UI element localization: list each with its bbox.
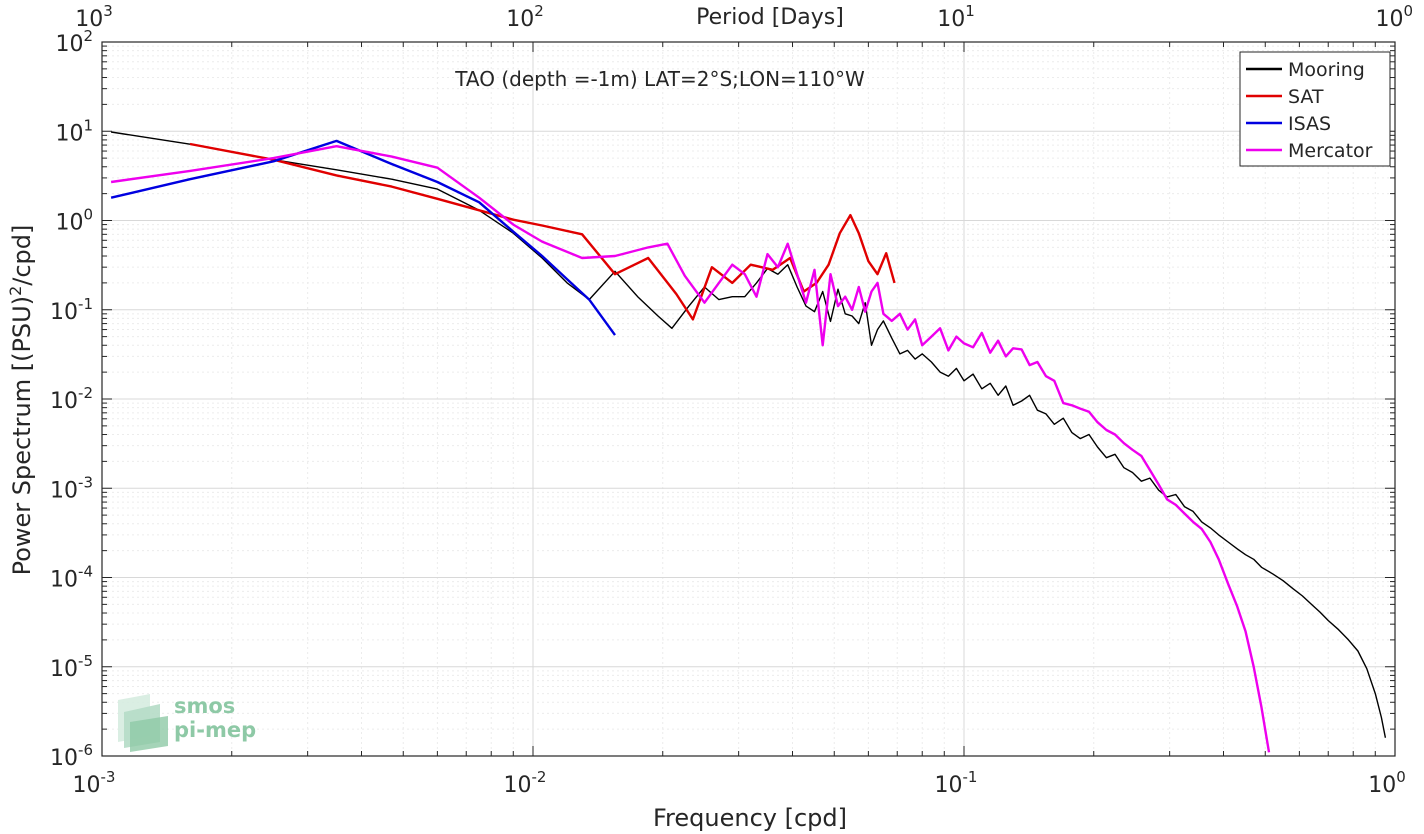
legend: Mooring SAT ISAS Mercator: [1239, 51, 1391, 167]
series-line-mercator: [110, 145, 1271, 753]
x-tick-label: 10-2: [504, 768, 547, 798]
y-tick-label: 10-4: [50, 563, 93, 593]
y-axis-label-prefix: Power Spectrum [(PSU): [8, 296, 36, 575]
top-axis-label: Period [Days]: [696, 5, 844, 30]
tick-labels: 10-3 10-2 10-1 100 10-6 10-5 10-4 10-3 10-2 10-1 1…: [50, 2, 1413, 798]
y-tick-label: 10-5: [50, 652, 93, 682]
logo-line-1: smos: [174, 694, 235, 718]
series-lines: [110, 131, 1387, 753]
top-tick-label: 101: [937, 2, 975, 32]
y-tick-label: 100: [55, 206, 93, 236]
y-tick-label: 10-2: [50, 384, 93, 414]
x-axis-label: Frequency [cpd]: [653, 804, 847, 832]
x-tick-label: 10-3: [73, 768, 116, 798]
y-tick-label: 10-1: [50, 295, 93, 325]
tick-marks: [102, 42, 1395, 756]
top-tick-label: 100: [1375, 2, 1413, 32]
y-tick-label: 10-6: [50, 741, 93, 771]
chart-title: TAO (depth =-1m) LAT=2°S;LON=110°W: [454, 67, 865, 91]
x-tick-label: 100: [1368, 768, 1406, 798]
series-line-sat: [189, 142, 896, 321]
top-tick-label: 102: [506, 2, 544, 32]
series-line-isas: [110, 139, 616, 336]
legend-box: [1239, 51, 1391, 167]
y-tick-label: 101: [55, 116, 93, 146]
y-tick-label: 10-3: [50, 473, 93, 503]
legend-label-isas: ISAS: [1288, 113, 1331, 135]
logo-line-2: pi-mep: [174, 718, 256, 742]
smos-pi-mep-logo: smos pi-mep: [118, 694, 256, 752]
x-tick-label: 10-1: [935, 768, 978, 798]
legend-label-sat: SAT: [1288, 86, 1324, 108]
legend-label-mercator: Mercator: [1288, 140, 1373, 162]
series-line-mooring: [110, 131, 1387, 738]
y-axis-label: Power Spectrum [(PSU)2/cpd]: [6, 225, 36, 576]
y-axis-label-suffix: /cpd]: [8, 225, 36, 286]
y-axis-label-exponent: 2: [6, 286, 25, 296]
legend-label-mooring: Mooring: [1288, 59, 1365, 81]
top-tick-label: 103: [75, 2, 113, 32]
y-tick-label: 102: [55, 27, 93, 57]
